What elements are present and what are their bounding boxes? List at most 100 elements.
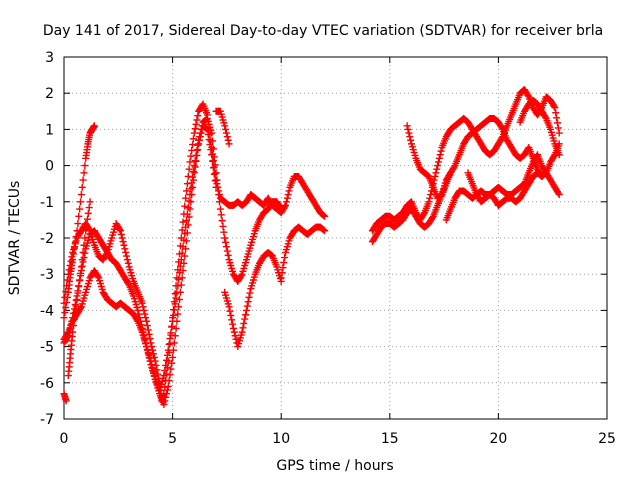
y-tick-label: -5 — [40, 340, 54, 356]
data-point — [218, 217, 226, 225]
data-point — [143, 322, 151, 330]
data-point — [209, 157, 217, 165]
data-point — [160, 401, 168, 409]
data-point — [142, 314, 150, 322]
y-tick-label: 1 — [45, 122, 54, 138]
x-tick-label: 5 — [168, 431, 177, 447]
data-point — [70, 322, 78, 330]
data-point — [172, 294, 180, 302]
data-point — [245, 293, 253, 301]
data-point — [209, 157, 217, 165]
x-tick-label: 0 — [60, 431, 69, 447]
data-point — [61, 309, 69, 317]
data-point — [77, 263, 85, 271]
data-point — [175, 275, 183, 283]
data-point — [321, 227, 329, 235]
y-tick-label: -3 — [40, 267, 54, 283]
data-point — [81, 249, 89, 257]
data-point — [120, 241, 128, 249]
data-point — [193, 151, 201, 159]
data-point — [78, 256, 86, 264]
data-point — [538, 172, 546, 180]
y-tick-labels: -7 -6 -5 -4 -3 -2 -1 0 1 2 3 — [40, 50, 54, 428]
data-point — [75, 283, 83, 291]
data-point — [145, 330, 153, 338]
data-point — [74, 220, 82, 228]
data-point — [427, 191, 435, 199]
data-point — [78, 183, 86, 191]
data-point — [168, 323, 176, 331]
data-point — [192, 120, 200, 128]
y-tick-label: -6 — [40, 376, 54, 392]
data-point — [69, 328, 77, 336]
data-point — [194, 146, 202, 154]
x-tick-label: 20 — [489, 431, 507, 447]
data-point — [67, 257, 75, 265]
data-point — [149, 364, 157, 372]
data-point — [191, 157, 199, 165]
data-point — [139, 303, 147, 311]
data-point — [207, 146, 215, 154]
data-point — [554, 189, 562, 197]
y-tick-label: -4 — [40, 303, 54, 319]
x-tick-label: 10 — [272, 431, 290, 447]
data-point — [72, 233, 80, 241]
data-point — [431, 172, 439, 180]
data-point — [221, 234, 229, 242]
data-point — [555, 129, 563, 137]
data-point — [77, 269, 85, 277]
x-tick-label: 25 — [598, 431, 616, 447]
data-point — [433, 165, 441, 173]
data-point — [208, 151, 216, 159]
data-point — [226, 307, 234, 315]
data-point — [222, 125, 230, 133]
data-point — [231, 332, 239, 340]
data-point — [143, 317, 151, 325]
data-point — [81, 234, 89, 242]
data-point — [191, 163, 199, 171]
data-point — [86, 198, 94, 206]
data-point — [77, 198, 85, 206]
data-point — [176, 296, 184, 304]
data-point — [222, 243, 230, 251]
data-point — [169, 311, 177, 319]
data-point — [80, 169, 88, 177]
data-point — [148, 361, 156, 369]
data-point — [243, 302, 251, 310]
data-point — [193, 116, 201, 124]
data-point — [283, 194, 291, 202]
data-point — [202, 125, 210, 133]
data-point — [221, 122, 229, 130]
data-point — [550, 152, 558, 160]
data-point — [186, 205, 194, 213]
data-point — [211, 177, 219, 185]
data-point — [134, 306, 142, 314]
data-point — [223, 247, 231, 255]
data-point — [62, 304, 70, 312]
data-point — [169, 353, 177, 361]
data-point — [124, 280, 132, 288]
data-point — [169, 346, 177, 354]
data-point — [219, 222, 227, 230]
data-point — [119, 238, 127, 246]
data-point — [205, 136, 213, 144]
data-point — [222, 129, 230, 137]
data-point — [211, 170, 219, 178]
data-point — [146, 335, 154, 343]
data-point — [240, 319, 248, 327]
data-point — [227, 311, 235, 319]
data-point — [133, 316, 141, 324]
data-point — [63, 298, 71, 306]
data-point — [403, 122, 411, 130]
data-point — [432, 169, 440, 177]
data-point — [73, 296, 81, 304]
data-point — [85, 204, 93, 212]
data-point — [285, 187, 293, 195]
data-point — [138, 299, 146, 307]
data-point — [124, 259, 132, 267]
data-point — [171, 290, 179, 298]
x-axis-label: GPS time / hours — [276, 458, 393, 474]
data-point — [69, 256, 77, 264]
data-point — [190, 169, 198, 177]
data-point — [149, 368, 157, 376]
